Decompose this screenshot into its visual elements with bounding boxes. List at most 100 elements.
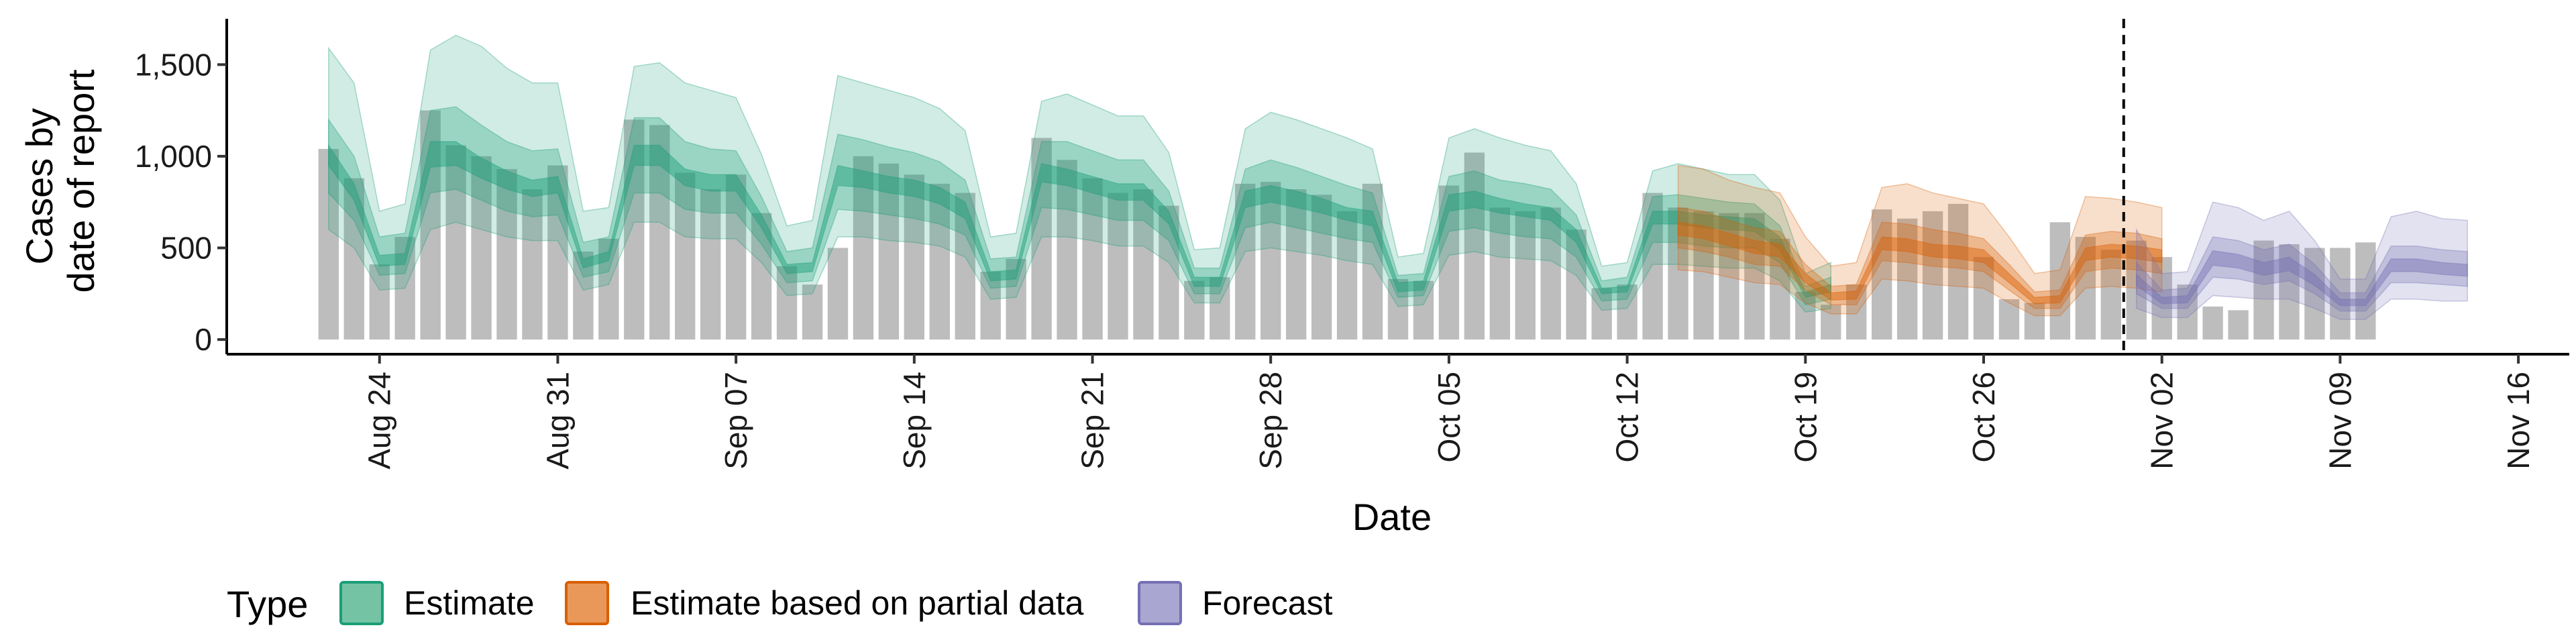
reported-cases-bar: [1159, 205, 1179, 340]
reported-cases-bar: [649, 125, 670, 340]
y-axis-title-line-2: date of report: [60, 69, 102, 293]
reported-cases-bar: [1795, 292, 1816, 340]
reported-cases-bar: [1438, 185, 1460, 340]
reported-cases-bar: [1387, 278, 1409, 340]
reported-cases-bar: [904, 174, 925, 340]
reported-cases-bar: [751, 213, 772, 340]
reported-cases-bar: [1031, 138, 1052, 340]
reported-cases-bar: [725, 174, 747, 340]
reported-cases-bar: [776, 266, 798, 340]
legend-label-estimate: Estimate: [404, 584, 535, 622]
reported-cases-bar: [420, 110, 441, 340]
x-tick-label: Nov 02: [2145, 372, 2180, 470]
axes-layer: 0 500 1,000 1,500 Aug 24 Aug 31 Sep 07 Sep 14 Se…: [135, 19, 2569, 470]
bands-layer: [328, 34, 2468, 320]
reported-cases-bar: [2202, 306, 2223, 340]
x-tick-label: Sep 21: [1075, 372, 1110, 470]
reported-cases-bar: [827, 248, 849, 340]
legend-label-forecast: Forecast: [1202, 584, 1333, 622]
reported-cases-bar: [1871, 209, 1892, 340]
reported-cases-bar: [1311, 195, 1332, 340]
reported-cases-bar: [675, 172, 696, 340]
reported-cases-bar: [1489, 207, 1511, 340]
reported-cases-bar: [853, 156, 874, 340]
x-tick-label: Nov 09: [2322, 372, 2357, 470]
reported-cases-bar: [1184, 280, 1205, 340]
reported-cases-bar: [1617, 284, 1638, 340]
legend-title: Type: [227, 583, 308, 625]
reported-cases-bar: [1846, 284, 1867, 340]
reported-cases-bar: [2253, 240, 2274, 340]
reported-cases-bar: [1057, 160, 1077, 340]
reported-cases-bar: [1591, 288, 1612, 340]
reported-cases-bar: [2126, 240, 2147, 340]
y-tick-label: 0: [195, 322, 212, 357]
x-tick-label: Oct 12: [1610, 372, 1645, 463]
reported-cases-bar: [624, 119, 645, 340]
reported-cases-bar: [1998, 299, 2020, 340]
x-tick-label: Oct 26: [1966, 372, 2001, 463]
reported-cases-bar: [1285, 189, 1307, 340]
x-tick-label: Aug 24: [362, 372, 397, 470]
reported-cases-bar: [343, 178, 364, 340]
reported-cases-bar: [700, 189, 721, 340]
forecast-band: [2135, 250, 2468, 307]
reported-cases-bar: [980, 272, 1001, 340]
x-tick-label: Nov 16: [2501, 372, 2536, 470]
reported-cases-bar: [929, 183, 950, 340]
reported-cases-bar: [2151, 257, 2172, 340]
forecast-band: [2135, 236, 2468, 312]
reported-cases-bar: [471, 156, 492, 340]
x-tick-label: Aug 31: [540, 372, 575, 470]
reported-cases-bar: [1693, 211, 1714, 340]
reported-cases-bar: [496, 169, 517, 340]
reported-cases-bar: [318, 148, 339, 340]
reported-cases-bar: [1744, 213, 1765, 340]
reported-cases-bar: [1947, 203, 1969, 340]
forecast-band: [2135, 201, 2468, 320]
legend-key-forecast: [1138, 581, 1182, 625]
x-tick-label: Sep 14: [897, 372, 932, 470]
legend-label-partial: Estimate based on partial data: [631, 584, 1084, 622]
reported-cases-bar: [1896, 218, 1918, 340]
reported-cases-bar: [1515, 211, 1536, 340]
reported-cases-bar: [1642, 193, 1663, 340]
x-tick-label: Sep 07: [718, 372, 753, 470]
reported-cases-bar: [1336, 211, 1358, 340]
reported-cases-bar: [2100, 250, 2121, 340]
reported-cases-bar: [1770, 238, 1790, 340]
reported-cases-bar: [1464, 152, 1485, 340]
bars-layer: [318, 110, 2376, 340]
reported-cases-bar: [2049, 222, 2071, 340]
reported-cases-bar: [1540, 207, 1561, 340]
reported-cases-bar: [1006, 258, 1026, 340]
y-axis-title: Cases by date of report: [18, 69, 102, 293]
reported-cases-bar: [2304, 248, 2325, 340]
legend: Type Estimate Estimate based on partial …: [227, 581, 1333, 625]
reported-cases-bar: [1260, 182, 1281, 340]
reported-cases-bar: [2355, 242, 2376, 340]
estimate-based-on-partial-data-band: [1677, 164, 2163, 317]
y-tick-label: 1,000: [135, 139, 212, 174]
estimate-band: [328, 34, 1832, 313]
x-tick-label: Oct 05: [1432, 372, 1466, 463]
x-axis-title: Date: [1352, 496, 1432, 538]
reported-cases-bar: [1668, 207, 1688, 340]
estimate-band: [328, 141, 1832, 299]
reported-cases-bar: [1210, 277, 1230, 340]
reported-cases-bar: [1082, 178, 1103, 340]
reported-cases-bar: [878, 163, 900, 340]
reported-cases-bar: [573, 251, 594, 340]
reported-cases-bar: [1922, 211, 1943, 340]
y-tick-label: 500: [160, 231, 212, 266]
reported-cases-bar: [2228, 310, 2249, 340]
estimate-band: [328, 106, 1832, 306]
reported-cases-bar: [2024, 303, 2045, 340]
reported-cases-bar: [369, 264, 390, 340]
reported-cases-bar: [1821, 305, 1841, 340]
reported-cases-bar: [522, 189, 543, 340]
x-tick-label: Oct 19: [1788, 372, 1823, 463]
reported-cases-bar: [445, 145, 466, 340]
reported-cases-bar: [547, 165, 568, 340]
